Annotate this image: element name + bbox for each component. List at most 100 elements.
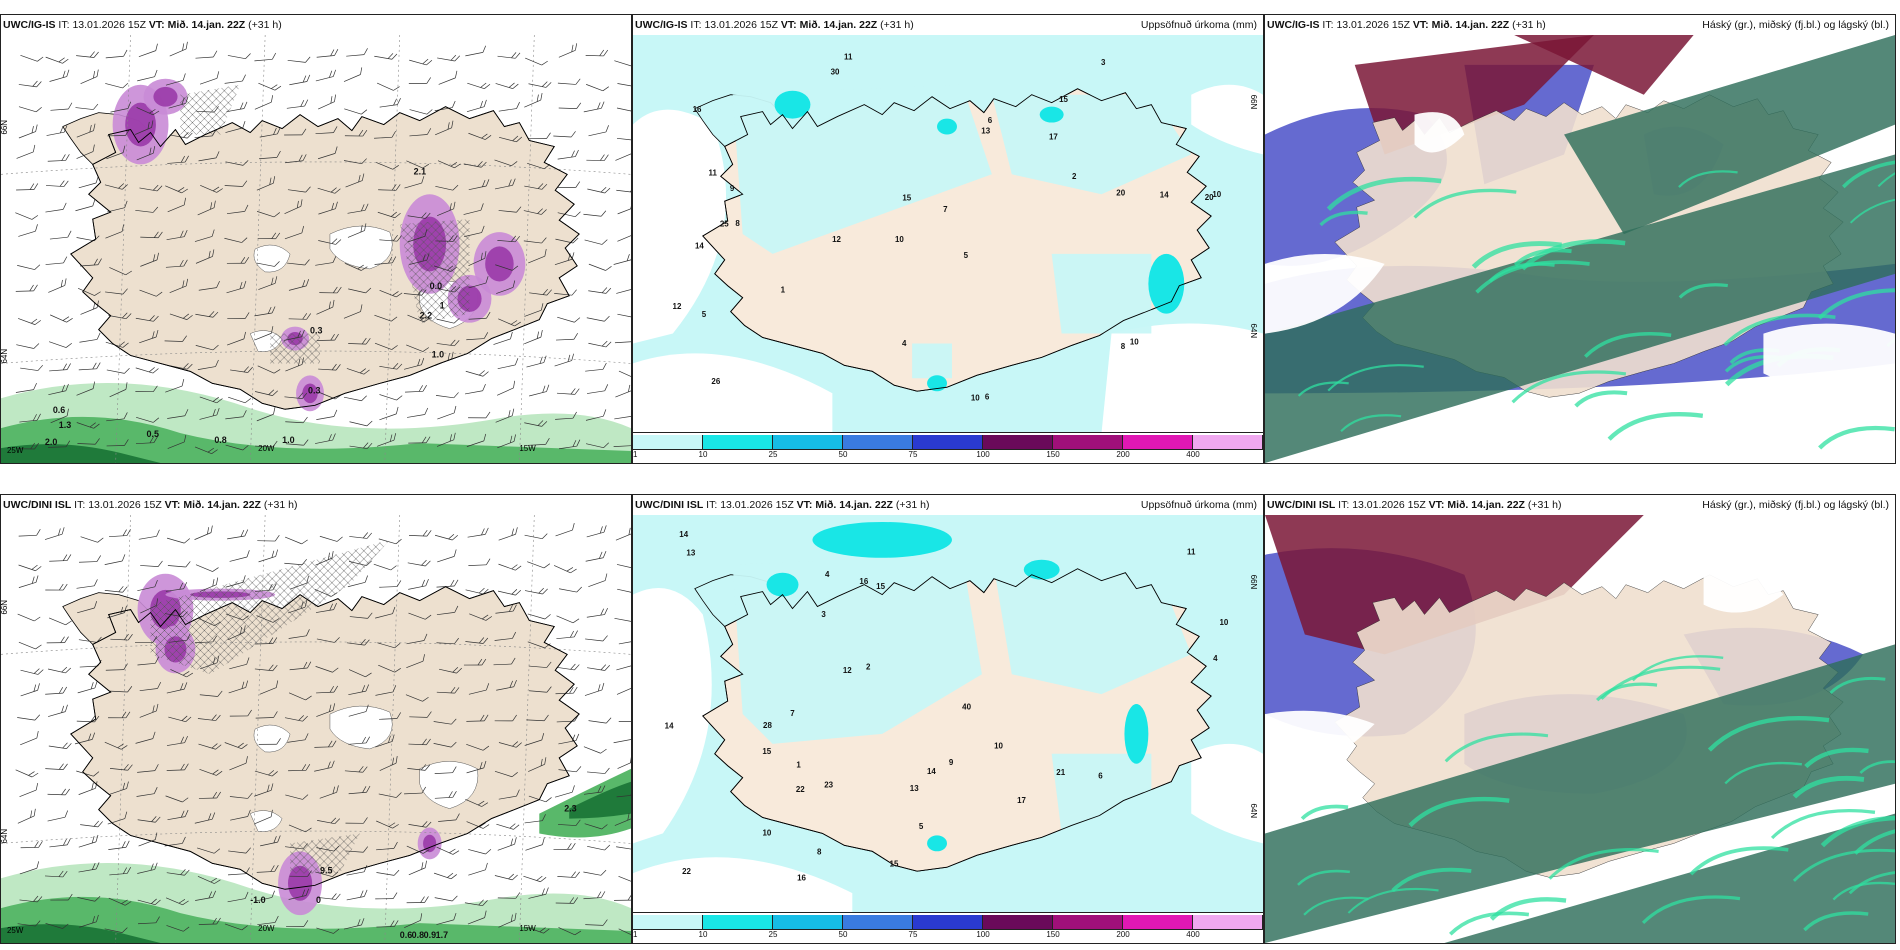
colorbar-bin <box>913 435 983 449</box>
cloud-map[interactable] <box>1265 515 1895 943</box>
precip-value: 5 <box>702 310 707 319</box>
colorbar-tick: 400 <box>1186 450 1200 459</box>
precip-panel-bottom: UWC/DINI ISL IT: 13.01.2026 15Z VT: Mið.… <box>632 494 1264 944</box>
precip-value: 15 <box>902 194 911 203</box>
colorbar-tick: 100 <box>976 930 990 939</box>
it-label: IT: <box>58 19 70 31</box>
precip-value: 7 <box>790 709 795 718</box>
lat-label: 64N <box>1249 804 1258 819</box>
model-name: UWC/IG-IS <box>3 19 56 31</box>
panel-header: UWC/DINI ISL IT: 13.01.2026 15Z VT: Mið.… <box>633 495 1263 515</box>
precip-value: 22 <box>682 867 691 876</box>
precip-value: 1 <box>796 761 801 770</box>
it-label: IT: <box>1338 499 1350 511</box>
cloud-panel-top: UWC/IG-IS IT: 13.01.2026 15Z VT: Mið. 14… <box>1264 14 1896 464</box>
precip-value: 28 <box>763 721 772 730</box>
precip-value: 14 <box>1160 190 1169 199</box>
value-label: 0.8 <box>214 435 226 445</box>
value-label: 0.5 <box>147 429 159 439</box>
colorbar-bin <box>633 915 703 929</box>
value-label: 0 <box>316 895 321 905</box>
precip-value: 8 <box>817 847 822 856</box>
precip-value: 13 <box>981 127 990 136</box>
lat-label: 64N <box>1249 324 1258 339</box>
colorbar-tick: 10 <box>698 930 708 939</box>
cloud-panel-bottom: UWC/DINI ISL IT: 13.01.2026 15Z VT: Mið.… <box>1264 494 1896 944</box>
lat-label: 66N <box>1249 575 1258 590</box>
colorbar-tick: 75 <box>908 930 918 939</box>
lon-label: 15W <box>519 924 536 933</box>
precip-colorbar: 1 10 25 50 75 100 150 200 400 <box>633 432 1263 463</box>
it-value: 13.01.2026 15Z <box>1352 499 1426 511</box>
precip-value: 2 <box>1072 172 1077 181</box>
lon-label: 20W <box>258 924 275 933</box>
wind-map-svg: 66N 64N 25W 20W 15W -1.0 2.3 0.6 0.8 0.9 1.7 0 9.5 <box>1 515 631 943</box>
precip-map[interactable]: 66N 64N 13 14 14 11 10 17 15 23 22 21 22 40 16 15 14 12 13… <box>633 515 1263 913</box>
precip-value: 17 <box>1017 796 1026 805</box>
it-value: 13.01.2026 15Z <box>720 499 794 511</box>
model-name: UWC/DINI ISL <box>1267 499 1336 511</box>
precip-value: 16 <box>859 577 868 586</box>
lead-time: (+31 h) <box>1512 19 1546 31</box>
lon-label: 25W <box>7 926 24 935</box>
it-label: IT: <box>690 19 702 31</box>
precip-value: 15 <box>890 859 899 868</box>
panel-header: UWC/DINI ISL IT: 13.01.2026 15Z VT: Mið.… <box>1265 495 1895 515</box>
precip-value: 7 <box>943 205 948 214</box>
colorbar-bin <box>773 915 843 929</box>
precip-value: 12 <box>843 666 852 675</box>
vt-label: VT: <box>148 19 165 31</box>
precip-value: 9 <box>730 184 735 193</box>
colorbar-bin <box>703 435 773 449</box>
value-label: 9.5 <box>320 865 332 875</box>
colorbar-tick: 25 <box>768 450 778 459</box>
vt-label: VT: <box>796 499 813 511</box>
precip-value: 6 <box>1098 772 1103 781</box>
lead-time: (+31 h) <box>880 19 914 31</box>
precip-panel-top: UWC/IG-IS IT: 13.01.2026 15Z VT: Mið. 14… <box>632 14 1264 464</box>
colorbar-tick: 75 <box>908 450 918 459</box>
model-name: UWC/IG-IS <box>1267 19 1320 31</box>
value-label: 2.1 <box>414 166 426 176</box>
vt-value: Mið. 14.jan. 22Z <box>167 19 246 31</box>
precip-value: 20 <box>1116 188 1125 197</box>
it-value: 13.01.2026 15Z <box>88 499 162 511</box>
lon-label: 20W <box>258 444 275 453</box>
wind-map[interactable]: 66N 64N 25W 20W 15W -1.0 2.3 0.6 0.8 0.9 1.7 0 9.5 <box>1 515 631 943</box>
lon-label: 15W <box>519 444 536 453</box>
model-name: UWC/DINI ISL <box>3 499 72 511</box>
lon-label: 25W <box>7 446 24 455</box>
lat-label: 66N <box>1 600 9 615</box>
lead-time: (+31 h) <box>1527 499 1562 511</box>
vt-label: VT: <box>1428 499 1445 511</box>
precip-value: 10 <box>1212 190 1221 199</box>
value-label: 0.3 <box>310 326 322 336</box>
value-label: 0.3 <box>308 385 320 395</box>
precip-value: 10 <box>1130 337 1139 346</box>
value-label: -1.0 <box>250 895 265 905</box>
colorbar-bin <box>913 915 983 929</box>
wind-map[interactable]: 66N 64N 25W 20W 15W 0.6 1.3 2.0 0.5 0.8 1.0 1.0 0.3 0… <box>1 35 631 463</box>
colorbar-bin <box>1123 915 1193 929</box>
precip-value: 11 <box>844 52 853 61</box>
vt-value: Mið. 14.jan. 22Z <box>815 499 893 511</box>
panel-header: UWC/IG-IS IT: 13.01.2026 15Z VT: Mið. 14… <box>1 15 631 35</box>
precip-map[interactable]: 66N 64N 11 15 20 10 5 8 16 17 14 13 7 26 30 12 10 6 4 3 2 1 9 2… <box>633 35 1263 433</box>
precip-value: 16 <box>797 873 806 882</box>
precip-value: 11 <box>1187 547 1196 556</box>
colorbar-bin <box>633 435 703 449</box>
precip-value: 26 <box>711 377 720 386</box>
cloud-map[interactable] <box>1265 35 1895 463</box>
precip-value: 10 <box>1220 618 1229 627</box>
vt-value: Mið. 14.jan. 22Z <box>1431 19 1510 31</box>
colorbar-bin <box>1193 915 1263 929</box>
precip-value: 9 <box>949 758 954 767</box>
colorbar-tick: 200 <box>1116 930 1130 939</box>
precip-value: 8 <box>735 219 740 228</box>
wind-panel-top: UWC/IG-IS IT: 13.01.2026 15Z VT: Mið. 14… <box>0 14 632 464</box>
precip-value: 8 <box>1121 342 1126 351</box>
vt-value: Mið. 14.jan. 22Z <box>183 499 261 511</box>
panel-header: UWC/IG-IS IT: 13.01.2026 15Z VT: Mið. 14… <box>633 15 1263 35</box>
cloud-map-svg <box>1265 35 1895 463</box>
precip-value: 4 <box>825 570 830 579</box>
